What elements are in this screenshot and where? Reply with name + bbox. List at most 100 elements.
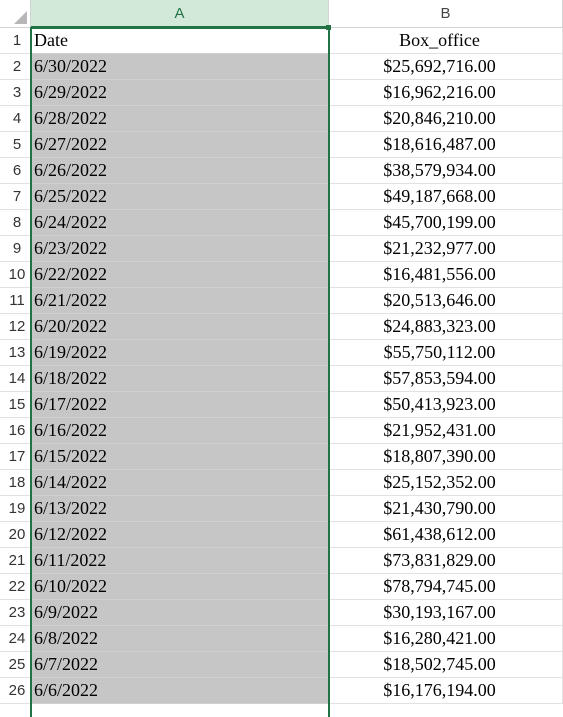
row-header[interactable]: 26 <box>0 678 31 704</box>
table-row: 6/27/2022 $18,616,487.00 <box>31 132 563 158</box>
row-header[interactable]: 21 <box>0 548 31 574</box>
cell-date[interactable]: 6/23/2022 <box>31 236 329 262</box>
table-row: 6/25/2022 $49,187,668.00 <box>31 184 563 210</box>
cell-box-office[interactable]: $21,952,431.00 <box>329 418 563 444</box>
cell-date[interactable]: 6/11/2022 <box>31 548 329 574</box>
cell-box-office[interactable]: $57,853,594.00 <box>329 366 563 392</box>
table-row: Date Box_office <box>31 28 563 54</box>
row-header[interactable]: 12 <box>0 314 31 340</box>
row-header[interactable]: 13 <box>0 340 31 366</box>
table-row: 6/11/2022 $73,831,829.00 <box>31 548 563 574</box>
cell-box-office[interactable]: $18,616,487.00 <box>329 132 563 158</box>
row-header[interactable]: 5 <box>0 132 31 158</box>
cell-date[interactable]: 6/13/2022 <box>31 496 329 522</box>
cell-box-office[interactable]: $18,502,745.00 <box>329 652 563 678</box>
cell-box-office[interactable]: $25,152,352.00 <box>329 470 563 496</box>
table-row: 6/21/2022 $20,513,646.00 <box>31 288 563 314</box>
select-all-triangle-icon <box>14 11 27 24</box>
row-header[interactable]: 2 <box>0 54 31 80</box>
row-header[interactable]: 22 <box>0 574 31 600</box>
cell-date[interactable]: 6/22/2022 <box>31 262 329 288</box>
cell-date[interactable]: 6/20/2022 <box>31 314 329 340</box>
cell-box-office[interactable]: $25,692,716.00 <box>329 54 563 80</box>
row-header[interactable]: 15 <box>0 392 31 418</box>
cell-date[interactable]: 6/28/2022 <box>31 106 329 132</box>
cell-box-office[interactable]: $21,232,977.00 <box>329 236 563 262</box>
cell-box-office[interactable]: $24,883,323.00 <box>329 314 563 340</box>
row-header[interactable]: 10 <box>0 262 31 288</box>
row-header[interactable]: 7 <box>0 184 31 210</box>
cell-box-office[interactable]: $16,962,216.00 <box>329 80 563 106</box>
cell-date[interactable]: 6/29/2022 <box>31 80 329 106</box>
row-headers: 1 2 3 4 5 6 7 8 9 10 11 12 13 14 15 16 17 18 19 20 21 22 23 24 2… <box>0 28 31 704</box>
table-row: 6/14/2022 $25,152,352.00 <box>31 470 563 496</box>
header-cell-date[interactable]: Date <box>31 28 329 54</box>
cell-box-office[interactable]: $55,750,112.00 <box>329 340 563 366</box>
table-row: 6/12/2022 $61,438,612.00 <box>31 522 563 548</box>
row-header[interactable]: 14 <box>0 366 31 392</box>
cell-box-office[interactable]: $73,831,829.00 <box>329 548 563 574</box>
cell-date[interactable]: 6/10/2022 <box>31 574 329 600</box>
cell-box-office[interactable]: $50,413,923.00 <box>329 392 563 418</box>
cell-box-office[interactable]: $20,513,646.00 <box>329 288 563 314</box>
cell-date[interactable]: 6/7/2022 <box>31 652 329 678</box>
row-header[interactable]: 6 <box>0 158 31 184</box>
cell-box-office[interactable]: $16,280,421.00 <box>329 626 563 652</box>
cell-box-office[interactable]: $16,481,556.00 <box>329 262 563 288</box>
row-header[interactable]: 17 <box>0 444 31 470</box>
fill-handle[interactable] <box>326 25 331 30</box>
row-header[interactable]: 4 <box>0 106 31 132</box>
row-header[interactable]: 16 <box>0 418 31 444</box>
row-header[interactable]: 9 <box>0 236 31 262</box>
column-header-b[interactable]: B <box>329 0 563 28</box>
cell-date[interactable]: 6/16/2022 <box>31 418 329 444</box>
cell-box-office[interactable]: $21,430,790.00 <box>329 496 563 522</box>
row-header[interactable]: 19 <box>0 496 31 522</box>
column-header-a[interactable]: A <box>31 0 329 28</box>
table-row: 6/13/2022 $21,430,790.00 <box>31 496 563 522</box>
cell-date[interactable]: 6/27/2022 <box>31 132 329 158</box>
cell-date[interactable]: 6/25/2022 <box>31 184 329 210</box>
row-header[interactable]: 23 <box>0 600 31 626</box>
cell-date[interactable]: 6/9/2022 <box>31 600 329 626</box>
cell-box-office[interactable]: $61,438,612.00 <box>329 522 563 548</box>
select-all-corner[interactable] <box>0 0 31 28</box>
cell-date[interactable]: 6/26/2022 <box>31 158 329 184</box>
table-row: 6/18/2022 $57,853,594.00 <box>31 366 563 392</box>
cell-box-office[interactable]: $30,193,167.00 <box>329 600 563 626</box>
row-header[interactable]: 20 <box>0 522 31 548</box>
cell-grid: Date Box_office 6/30/2022 $25,692,716.00 6/2… <box>31 28 563 704</box>
cell-date[interactable]: 6/8/2022 <box>31 626 329 652</box>
cell-box-office[interactable]: $18,807,390.00 <box>329 444 563 470</box>
row-header[interactable]: 18 <box>0 470 31 496</box>
cell-box-office[interactable]: $38,579,934.00 <box>329 158 563 184</box>
row-header[interactable]: 11 <box>0 288 31 314</box>
header-cell-box-office[interactable]: Box_office <box>329 28 563 54</box>
cell-date[interactable]: 6/24/2022 <box>31 210 329 236</box>
row-header[interactable]: 24 <box>0 626 31 652</box>
cell-box-office[interactable]: $45,700,199.00 <box>329 210 563 236</box>
cell-box-office[interactable]: $16,176,194.00 <box>329 678 563 704</box>
cell-box-office[interactable]: $20,846,210.00 <box>329 106 563 132</box>
cell-date[interactable]: 6/14/2022 <box>31 470 329 496</box>
row-header[interactable]: 3 <box>0 80 31 106</box>
cell-date[interactable]: 6/30/2022 <box>31 54 329 80</box>
table-row: 6/7/2022 $18,502,745.00 <box>31 652 563 678</box>
row-header[interactable]: 25 <box>0 652 31 678</box>
table-row: 6/16/2022 $21,952,431.00 <box>31 418 563 444</box>
cell-date[interactable]: 6/18/2022 <box>31 366 329 392</box>
table-row: 6/6/2022 $16,176,194.00 <box>31 678 563 704</box>
cell-date[interactable]: 6/19/2022 <box>31 340 329 366</box>
cell-box-office[interactable]: $78,794,745.00 <box>329 574 563 600</box>
table-row: 6/10/2022 $78,794,745.00 <box>31 574 563 600</box>
cell-box-office[interactable]: $49,187,668.00 <box>329 184 563 210</box>
cell-date[interactable]: 6/15/2022 <box>31 444 329 470</box>
cell-date[interactable]: 6/12/2022 <box>31 522 329 548</box>
row-header[interactable]: 8 <box>0 210 31 236</box>
cell-date[interactable]: 6/6/2022 <box>31 678 329 704</box>
table-row: 6/22/2022 $16,481,556.00 <box>31 262 563 288</box>
row-header[interactable]: 1 <box>0 28 31 54</box>
cell-date[interactable]: 6/21/2022 <box>31 288 329 314</box>
table-row: 6/24/2022 $45,700,199.00 <box>31 210 563 236</box>
cell-date[interactable]: 6/17/2022 <box>31 392 329 418</box>
